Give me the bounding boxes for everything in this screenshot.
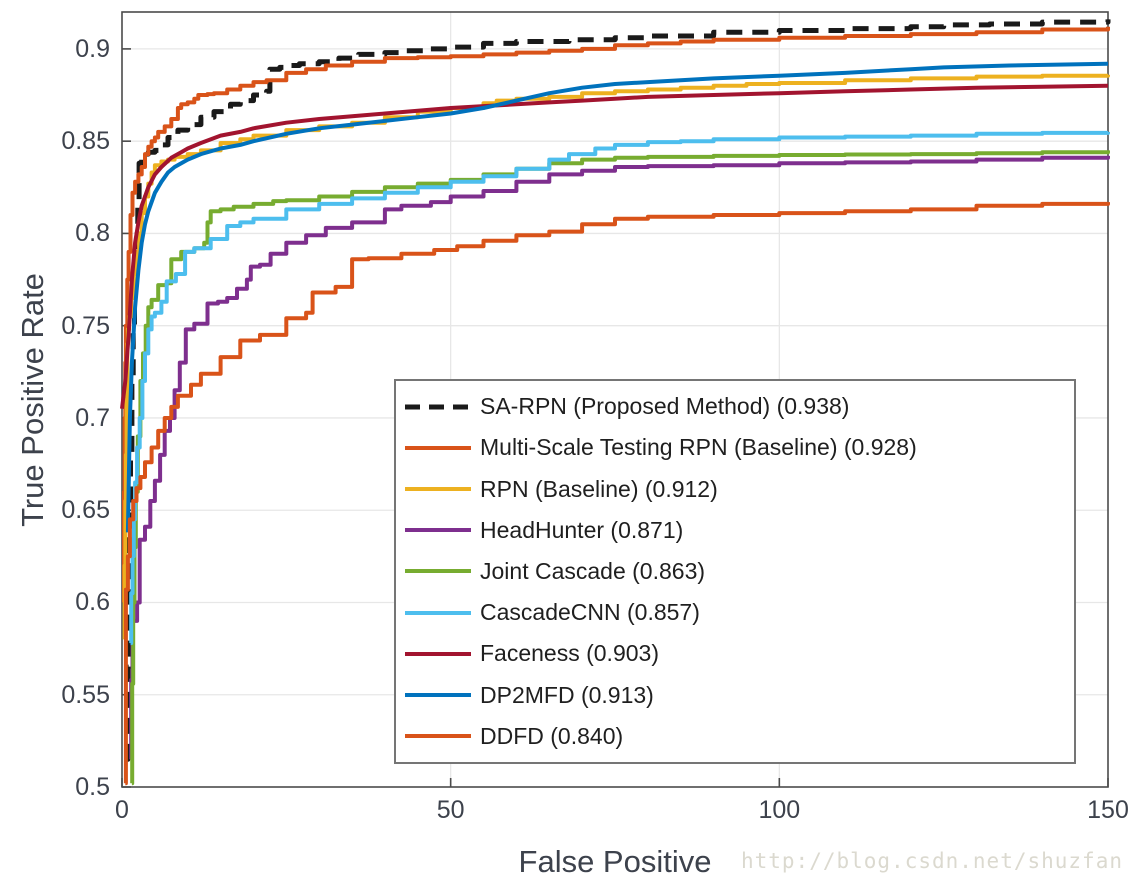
- y-tick-label: 0.5: [75, 773, 110, 801]
- legend-line-sample: [405, 651, 471, 656]
- legend-item-label: HeadHunter (0.871): [480, 516, 684, 543]
- legend-line-sample: [405, 693, 471, 698]
- legend-item-label: SA-RPN (Proposed Method) (0.938): [480, 393, 850, 420]
- series-multi-scale-testing-rpn-baseline: [122, 26, 1110, 605]
- x-tick-label: 50: [436, 796, 465, 824]
- legend-item-rpn-baseline: RPN (Baseline) (0.912): [396, 469, 1074, 509]
- legend-item-ddfd: DDFD (0.840): [396, 716, 1074, 756]
- legend-line-sample: [405, 487, 471, 492]
- y-tick-label: 0.75: [61, 311, 110, 340]
- legend-line-sample: [405, 445, 471, 450]
- legend-item-label: Joint Cascade (0.863): [480, 557, 706, 584]
- series-faceness: [120, 83, 1109, 409]
- y-tick-label: 0.6: [75, 588, 110, 617]
- legend-item-cascadecnn: CascadeCNN (0.857): [396, 593, 1074, 633]
- series-ddfd: [123, 201, 1110, 786]
- legend-item-sa-rpn-proposed-method: SA-RPN (Proposed Method) (0.938): [396, 387, 1074, 427]
- legend-line-sample: [405, 610, 471, 615]
- x-tick-label: 100: [758, 796, 801, 824]
- legend-item-label: Faceness (0.903): [480, 640, 659, 667]
- series-cascadecnn: [129, 130, 1110, 646]
- y-tick-label: 0.8: [75, 219, 110, 248]
- legend-line-sample: [405, 569, 471, 574]
- series-dp2mfd: [125, 61, 1109, 533]
- legend-item-multi-scale-testing-rpn-baseline: Multi-Scale Testing RPN (Baseline) (0.92…: [396, 428, 1074, 468]
- legend-item-faceness: Faceness (0.903): [396, 634, 1074, 674]
- legend-item-label: CascadeCNN (0.857): [480, 599, 700, 626]
- y-tick-label: 0.7: [75, 403, 110, 432]
- y-tick-label: 0.85: [61, 127, 110, 156]
- legend-line-sample: [405, 404, 471, 410]
- x-tick-label: 0: [115, 796, 129, 824]
- y-tick-label: 0.55: [61, 680, 110, 709]
- legend-line-sample: [405, 734, 471, 739]
- legend-item-label: Multi-Scale Testing RPN (Baseline) (0.92…: [480, 434, 917, 461]
- legend-item-headhunter: HeadHunter (0.871): [396, 510, 1074, 550]
- legend-item-label: DP2MFD (0.913): [480, 681, 654, 708]
- legend-item-joint-cascade: Joint Cascade (0.863): [396, 551, 1074, 591]
- legend-line-sample: [405, 528, 471, 533]
- y-tick-label: 0.65: [61, 496, 110, 525]
- x-axis-label: False Positive: [518, 844, 712, 879]
- series-headhunter: [129, 155, 1110, 762]
- legend-item-label: DDFD (0.840): [480, 722, 624, 749]
- legend: SA-RPN (Proposed Method) (0.938) Multi-Sc…: [394, 379, 1076, 764]
- legend-item-label: RPN (Baseline) (0.912): [480, 475, 718, 502]
- legend-item-dp2mfd: DP2MFD (0.913): [396, 675, 1074, 715]
- watermark: http://blog.csdn.net/shuzfan: [740, 849, 1123, 873]
- y-tick-label: 0.9: [75, 34, 110, 63]
- y-axis-label: True Positive Rate: [15, 273, 50, 527]
- x-tick-label: 150: [1087, 796, 1129, 824]
